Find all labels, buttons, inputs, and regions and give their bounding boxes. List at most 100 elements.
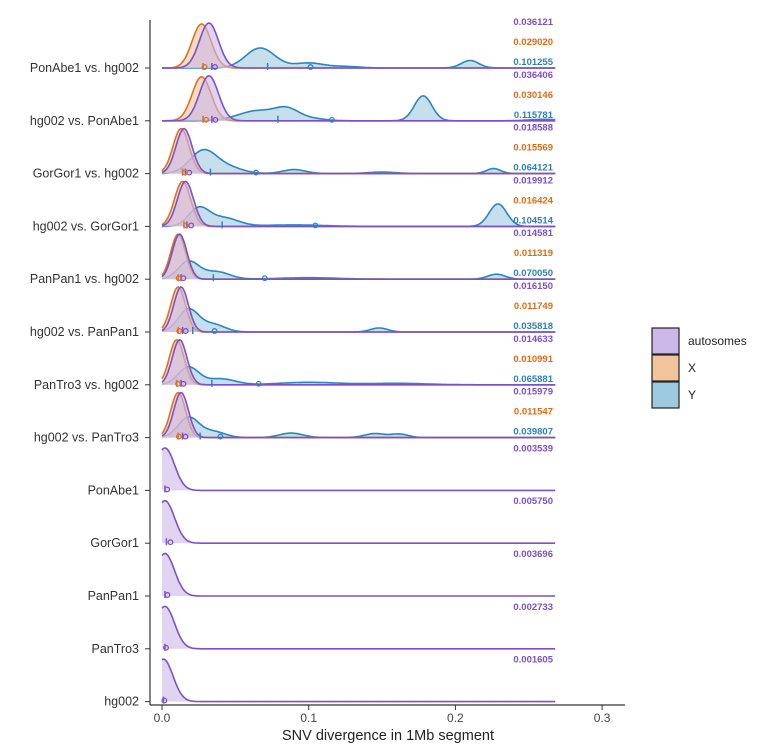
density-fill-autosomes [162,448,556,491]
y-tick-label: GorGor1 vs. hg002 [33,167,139,181]
y-tick-label: GorGor1 [90,536,139,550]
mean-marker [167,539,174,546]
density-fill-autosomes [162,553,556,596]
y-tick-label: PonAbe1 [88,483,139,497]
mean-marker [163,644,169,651]
density-fill-y [162,308,556,332]
mean-marker [176,328,183,334]
y-tick-label: PanPan1 vs. hg002 [30,272,139,286]
density-fill-autosomes [162,23,556,68]
density-line-x [161,391,556,439]
mean-marker [211,328,218,334]
density-fill-y [162,95,556,121]
mean-marker [181,169,188,176]
density-line-autosomes [161,447,556,492]
density-fill-autosomes [162,392,556,438]
density-fill-autosomes [162,181,556,227]
legend-label: Y [688,388,696,402]
density-line-autosomes [161,605,556,650]
density-fill-autosomes [162,606,556,649]
mean-value-label: 0.011749 [514,301,553,312]
mean-value-label: 0.018588 [513,123,553,134]
density-line-autosomes [161,500,556,544]
density-fill-y [162,260,556,280]
mean-value-label: 0.011547 [514,407,553,418]
mean-value-label: 0.001605 [513,655,553,666]
mean-value-label: 0.064121 [513,163,553,174]
mean-marker [183,222,190,229]
mean-value-label: 0.019912 [513,175,553,186]
mean-marker [201,64,208,70]
density-line-autosomes [161,286,556,333]
y-tick-label: hg002 vs. PanPan1 [30,325,139,339]
mean-marker [203,116,210,123]
density-line-autosomes [161,658,556,703]
x-axis-title: SNV divergence in 1Mb segment [282,728,494,744]
mean-marker [212,116,219,123]
x-tick-label: 0.1 [300,711,317,725]
mean-marker [161,697,168,704]
mean-value-label: 0.005750 [513,496,553,507]
mean-value-label: 0.016424 [513,195,553,206]
legend-label: X [688,361,696,375]
y-tick-label: PonAbe1 vs. hg002 [30,61,139,75]
mean-marker [164,486,171,493]
mean-value-label: 0.015979 [513,387,553,398]
mean-value-label: 0.036406 [513,70,553,81]
mean-marker [164,592,171,598]
y-tick-label: hg002 vs. PonAbe1 [30,114,139,128]
mean-value-label: 0.039807 [513,427,553,438]
mean-marker [307,64,314,70]
mean-value-label: 0.035818 [513,321,553,332]
mean-value-label: 0.015569 [513,143,553,154]
density-fill-y [162,48,556,68]
density-line-autosomes [161,552,556,597]
mean-value-label: 0.010991 [513,354,553,365]
mean-marker [328,116,335,123]
mean-marker [175,433,182,440]
mean-value-label: 0.014581 [513,228,553,239]
density-line-autosomes [161,180,556,228]
x-tick-label: 0.2 [447,711,464,725]
density-fill-y [162,366,556,385]
mean-marker [312,222,319,229]
mean-value-label: 0.115781 [514,110,554,121]
mean-marker [182,433,189,440]
density-fill-y [162,416,556,438]
mean-value-label: 0.029020 [513,37,553,48]
mean-value-label: 0.070050 [513,268,553,279]
mean-value-label: 0.011319 [514,248,553,259]
mean-marker [253,169,260,176]
mean-marker [261,275,268,282]
y-tick-label: PanTro3 [92,642,140,656]
mean-marker [217,433,224,440]
y-tick-label: hg002 vs. PanTro3 [34,431,139,445]
mean-marker [175,275,182,282]
density-line-autosomes [161,391,556,439]
mean-value-label: 0.104514 [513,215,553,226]
y-tick-label: hg002 [104,695,139,709]
density-fill-y [162,149,556,174]
mean-marker [255,380,262,387]
mean-value-label: 0.003696 [513,549,553,560]
density-fill-y [162,203,556,227]
density-fill-x [162,392,556,438]
legend-label: autosomes [688,334,747,348]
mean-marker [212,64,218,70]
legend-swatch-y [651,381,680,409]
mean-value-label: 0.014633 [513,334,553,345]
density-line-autosomes [161,127,556,175]
density-line-autosomes [162,74,556,122]
mean-marker [182,328,189,334]
density-line-autosomes [161,338,556,386]
legend-swatch-x [651,354,680,382]
mean-value-label: 0.002733 [513,602,553,613]
mean-value-label: 0.030146 [513,90,553,101]
density-fill-autosomes [162,659,556,702]
density-line-autosomes [161,233,556,280]
y-tick-label: hg002 vs. GorGor1 [33,219,139,233]
density-fill-autosomes [162,500,556,544]
mean-value-label: 0.101255 [513,57,553,68]
mean-value-label: 0.016150 [513,281,553,292]
y-tick-label: PanPan1 [88,589,139,603]
